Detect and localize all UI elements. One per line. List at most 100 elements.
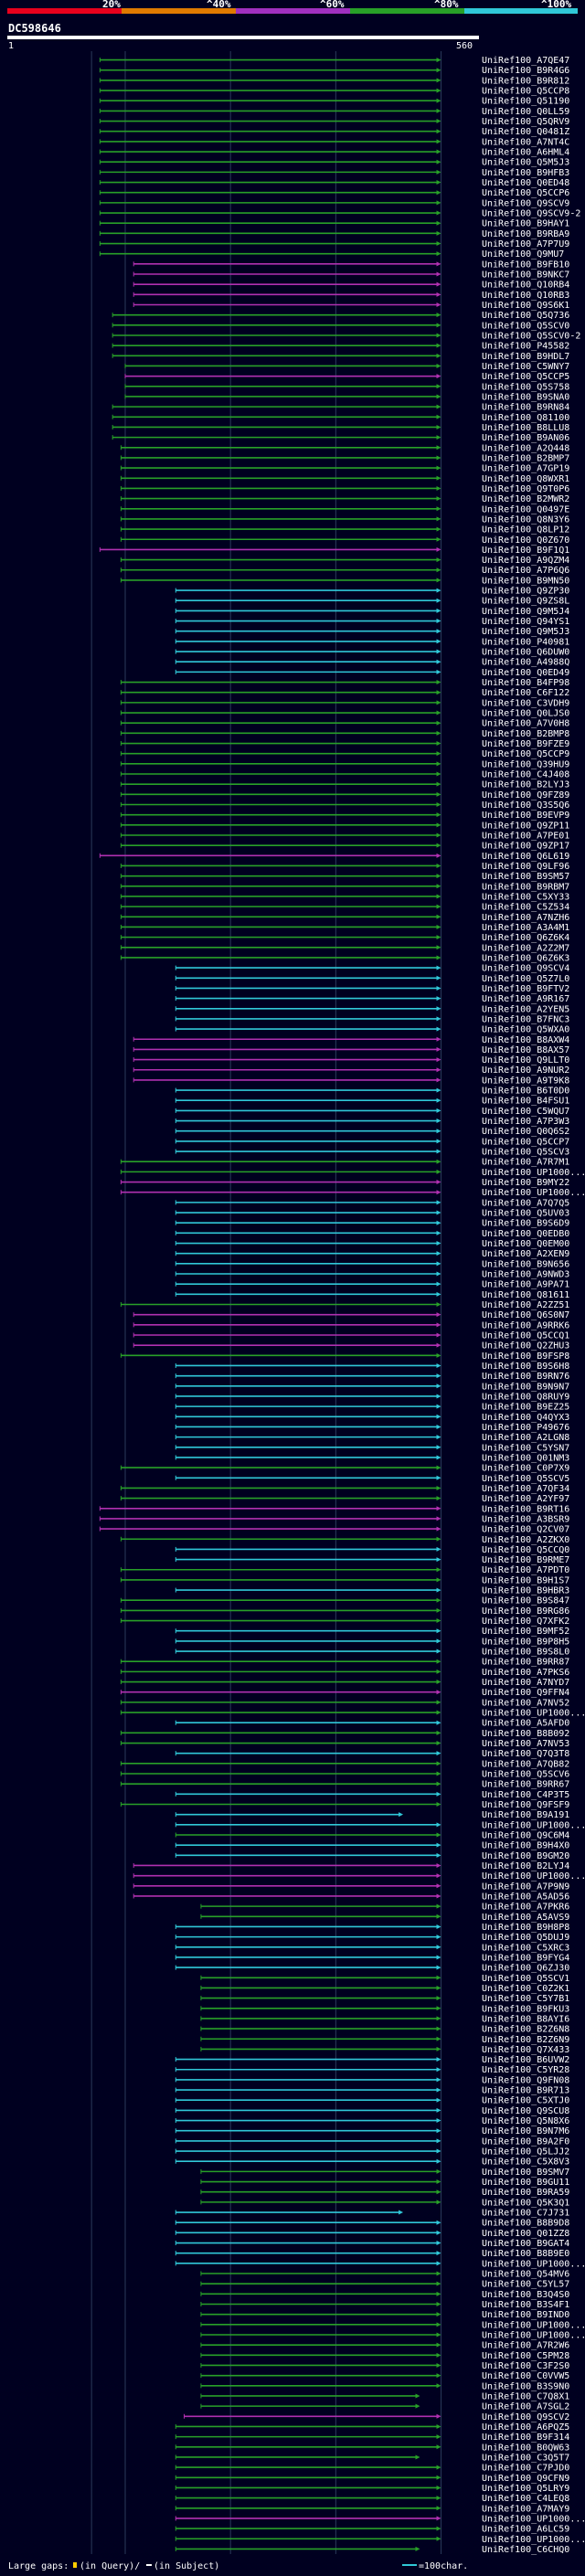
hit-label[interactable]: UniRef100_C5WQU7: [482, 1107, 569, 1117]
hit-label[interactable]: UniRef100_B9A191: [482, 1810, 569, 1820]
hit-label[interactable]: UniRef100_A7Q7Q5: [482, 1198, 569, 1208]
hit-label[interactable]: UniRef100_Q5SCV5: [482, 1474, 569, 1484]
hit-row[interactable]: UniRef100_Q8N3Y6: [120, 514, 569, 525]
hit-label[interactable]: UniRef100_A2YEN5: [482, 1004, 569, 1014]
hit-label[interactable]: UniRef100_Q0Q6S2: [482, 1127, 569, 1137]
hit-row[interactable]: UniRef100_B9S847: [120, 1596, 569, 1606]
hit-row[interactable]: UniRef100_A9PA71: [175, 1280, 569, 1290]
hit-label[interactable]: UniRef100_Q8WXR1: [482, 474, 569, 484]
hit-label[interactable]: UniRef100_Q9ZP17: [482, 842, 569, 852]
hit-row[interactable]: UniRef100_B8AXW4: [133, 1035, 569, 1045]
hit-label[interactable]: UniRef100_A7QB82: [482, 1759, 569, 1769]
hit-row[interactable]: UniRef100_A7PDT0: [120, 1565, 569, 1575]
hit-label[interactable]: UniRef100_B4FSU1: [482, 1097, 569, 1107]
hit-label[interactable]: UniRef100_Q5S758: [482, 382, 569, 392]
hit-row[interactable]: UniRef100_B9S8L0: [175, 1648, 569, 1658]
hit-row[interactable]: UniRef100_B9EVP9: [120, 811, 569, 821]
hit-row[interactable]: UniRef100_A7P6Q6: [120, 566, 569, 576]
hit-label[interactable]: UniRef100_A3A4M1: [482, 923, 569, 933]
hit-label[interactable]: UniRef100_B9RG86: [482, 1606, 569, 1617]
hit-label[interactable]: UniRef100_B9RR87: [482, 1658, 569, 1668]
hit-row[interactable]: UniRef100_Q10RB3: [133, 291, 569, 301]
hit-row[interactable]: UniRef100_Q5Q736: [112, 311, 569, 321]
hit-label[interactable]: UniRef100_B9S847: [482, 1596, 569, 1606]
hit-label[interactable]: UniRef100_C4P3T5: [482, 1790, 569, 1800]
hit-label[interactable]: UniRef100_B9AN06: [482, 433, 569, 443]
hit-row[interactable]: UniRef100_Q8LP12: [120, 525, 569, 535]
hit-row[interactable]: UniRef100_Q51190: [99, 97, 569, 107]
hit-label[interactable]: UniRef100_B9RT16: [482, 1504, 569, 1514]
hit-row[interactable]: UniRef100_Q9SCV9-2: [99, 209, 580, 219]
hit-row[interactable]: UniRef100_Q94YS1: [175, 617, 569, 627]
hit-label[interactable]: UniRef100_Q54MV6: [482, 2270, 569, 2280]
hit-row[interactable]: UniRef100_Q5Z7L0: [175, 974, 569, 984]
hit-row[interactable]: UniRef100_UP1000...: [175, 1820, 585, 1830]
hit-label[interactable]: UniRef100_B9HDL7: [482, 352, 569, 362]
hit-row[interactable]: UniRef100_A6PQZ5: [175, 2422, 569, 2433]
hit-row[interactable]: UniRef100_C4P3T5: [175, 1790, 569, 1800]
hit-row[interactable]: UniRef100_A7P9N9: [133, 1882, 569, 1892]
hit-row[interactable]: UniRef100_A7R7M1: [120, 1158, 569, 1168]
hit-label[interactable]: UniRef100_B9SNA0: [482, 392, 569, 402]
hit-row[interactable]: UniRef100_A4988Q: [175, 658, 569, 668]
hit-label[interactable]: UniRef100_Q3S5Q6: [482, 800, 569, 811]
hit-row[interactable]: UniRef100_B2Z6N9: [200, 2035, 569, 2045]
hit-label[interactable]: UniRef100_Q51190: [482, 97, 569, 107]
hit-label[interactable]: UniRef100_Q9S6K1: [482, 301, 569, 311]
hit-row[interactable]: UniRef100_A7NV52: [120, 1698, 569, 1708]
hit-label[interactable]: UniRef100_Q0Z670: [482, 535, 569, 546]
hit-row[interactable]: UniRef100_A9QZM4: [120, 556, 569, 566]
hit-label[interactable]: UniRef100_B8AX57: [482, 1045, 569, 1055]
hit-row[interactable]: UniRef100_A7R2W6: [200, 2341, 569, 2351]
hit-label[interactable]: UniRef100_B2MWR2: [482, 494, 569, 504]
hit-row[interactable]: UniRef100_Q9ZP11: [120, 821, 569, 831]
hit-label[interactable]: UniRef100_Q5N8X6: [482, 2116, 569, 2126]
hit-row[interactable]: UniRef100_Q5SCV3: [175, 1148, 569, 1158]
hit-row[interactable]: UniRef100_B9GAT4: [175, 2239, 569, 2249]
hit-row[interactable]: UniRef100_C5WNY7: [124, 362, 569, 372]
hit-row[interactable]: UniRef100_UP1000...: [120, 1168, 585, 1178]
hit-label[interactable]: UniRef100_Q9FN08: [482, 2075, 569, 2085]
hit-label[interactable]: UniRef100_C0P7X9: [482, 1464, 569, 1474]
hit-row[interactable]: UniRef100_B9SM57: [120, 872, 569, 882]
hit-row[interactable]: UniRef100_B9A2F0: [175, 2136, 569, 2147]
hit-row[interactable]: UniRef100_B9HFB3: [99, 168, 569, 178]
hit-row[interactable]: UniRef100_B2LYJ3: [120, 780, 569, 790]
hit-row[interactable]: UniRef100_C7Q8X1: [200, 2391, 569, 2401]
hit-row[interactable]: UniRef100_Q5CCP7: [175, 1137, 569, 1147]
hit-label[interactable]: UniRef100_A7PDT0: [482, 1565, 569, 1575]
hit-row[interactable]: UniRef100_Q0EM00: [175, 1239, 569, 1249]
hit-row[interactable]: UniRef100_Q5CCP5: [124, 372, 569, 382]
hit-label[interactable]: UniRef100_A2ZKX0: [482, 1535, 569, 1545]
hit-label[interactable]: UniRef100_Q9SCV2: [482, 2412, 569, 2422]
hit-row[interactable]: UniRef100_Q2CV07: [99, 1525, 569, 1535]
hit-label[interactable]: UniRef100_B9H1S7: [482, 1575, 569, 1585]
hit-row[interactable]: UniRef100_B8B9D8: [175, 2219, 569, 2229]
hit-label[interactable]: UniRef100_A9PA71: [482, 1280, 569, 1290]
hit-row[interactable]: UniRef100_B9NKC7: [133, 270, 569, 281]
hit-row[interactable]: UniRef100_UP1000...: [120, 1188, 585, 1198]
hit-row[interactable]: UniRef100_C5Y7B1: [200, 1994, 569, 2004]
hit-row[interactable]: UniRef100_A7P7U9: [99, 239, 569, 249]
hit-label[interactable]: UniRef100_Q5DUJ9: [482, 1933, 569, 1943]
hit-label[interactable]: UniRef100_Q10RB4: [482, 281, 569, 291]
hit-row[interactable]: UniRef100_B9FKU3: [200, 2004, 569, 2014]
hit-label[interactable]: UniRef100_Q5M5J3: [482, 158, 569, 168]
hit-row[interactable]: UniRef100_B2BMP8: [120, 729, 569, 739]
hit-label[interactable]: UniRef100_Q0LL59: [482, 107, 569, 117]
hit-row[interactable]: UniRef100_A2ZZ51: [120, 1300, 569, 1310]
hit-row[interactable]: UniRef100_B8B9E0: [175, 2249, 569, 2259]
hit-label[interactable]: UniRef100_Q8LP12: [482, 525, 569, 535]
hit-row[interactable]: UniRef100_C5WQU7: [175, 1107, 569, 1117]
hit-label[interactable]: UniRef100_Q10RB3: [482, 291, 569, 301]
hit-label[interactable]: UniRef100_C5XTJ0: [482, 2096, 569, 2106]
hit-label[interactable]: UniRef100_Q9C6M4: [482, 1830, 569, 1840]
hit-label[interactable]: UniRef100_A7SGL2: [482, 2402, 569, 2412]
hit-row[interactable]: UniRef100_A7QE47: [99, 56, 569, 66]
hit-row[interactable]: UniRef100_B9RR87: [120, 1658, 569, 1668]
hit-row[interactable]: UniRef100_UP1000...: [175, 2535, 585, 2545]
hit-row[interactable]: UniRef100_B9F1Q1: [99, 546, 569, 556]
hit-label[interactable]: UniRef100_Q9M5J4: [482, 607, 569, 617]
hit-row[interactable]: UniRef100_P45582: [112, 342, 569, 352]
hit-label[interactable]: UniRef100_A7R7M1: [482, 1158, 569, 1168]
